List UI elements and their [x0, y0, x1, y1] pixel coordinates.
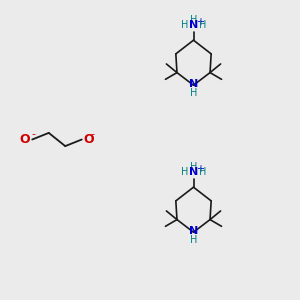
Text: H: H: [199, 167, 206, 177]
Text: -: -: [91, 129, 95, 139]
Text: O: O: [20, 133, 31, 146]
Text: H: H: [190, 162, 197, 172]
Text: +: +: [196, 164, 204, 174]
Text: N: N: [189, 79, 198, 89]
Text: +: +: [196, 17, 204, 27]
Text: H: H: [181, 167, 188, 177]
Text: H: H: [190, 88, 197, 98]
Text: N: N: [189, 167, 198, 177]
Text: H: H: [190, 15, 197, 25]
Text: H: H: [181, 20, 188, 30]
Text: N: N: [189, 226, 198, 236]
Text: -: -: [32, 129, 36, 139]
Text: N: N: [189, 20, 198, 30]
Text: H: H: [190, 235, 197, 245]
Text: O: O: [84, 133, 94, 146]
Text: H: H: [199, 20, 206, 30]
